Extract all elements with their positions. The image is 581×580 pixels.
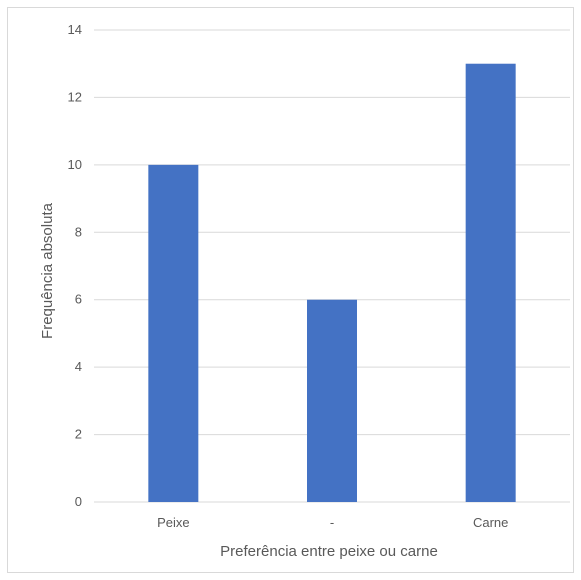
bar-2	[465, 63, 516, 502]
x-tick-label: Peixe	[157, 515, 190, 530]
y-tick-label: 6	[75, 292, 82, 307]
y-tick-label: 4	[75, 359, 82, 374]
y-tick-label: 8	[75, 224, 82, 239]
x-axis-title: Preferência entre peixe ou carne	[220, 543, 438, 560]
x-tick-label: -	[330, 515, 334, 530]
x-tick-labels: Peixe - Carne	[157, 515, 508, 530]
bar-1	[307, 299, 357, 502]
y-tick-labels: 0 2 4 6 8 10 12 14	[68, 22, 82, 509]
y-tick-label: 10	[68, 157, 82, 172]
bars	[148, 63, 516, 502]
y-axis-title: Frequência absoluta	[39, 202, 56, 339]
y-tick-label: 12	[68, 89, 82, 104]
y-tick-label: 14	[68, 22, 82, 37]
y-tick-label: 2	[75, 427, 82, 442]
bar-0	[148, 164, 199, 502]
x-tick-label: Carne	[473, 515, 508, 530]
y-tick-label: 0	[75, 494, 82, 509]
